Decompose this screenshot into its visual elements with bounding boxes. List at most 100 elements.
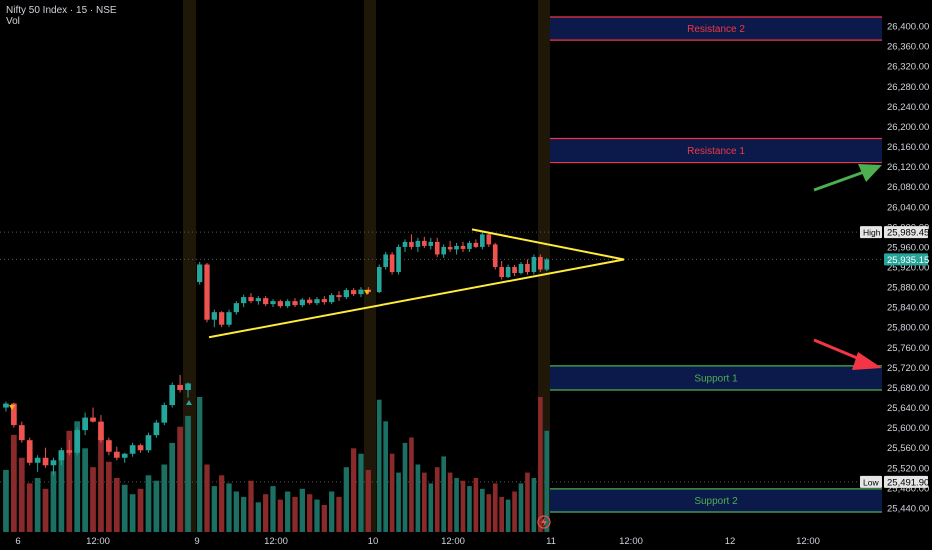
candle-body (58, 450, 65, 461)
volume-bar (248, 480, 254, 532)
candle-body (512, 267, 517, 274)
triangle-upper-line (471, 228, 625, 261)
candle-body (499, 267, 504, 278)
price-tick-label: 25,800.00 (887, 323, 929, 334)
candle-body (329, 295, 335, 303)
candle-body (129, 445, 136, 454)
candle-body (525, 263, 530, 273)
price-tick-label: 25,760.00 (887, 343, 929, 354)
candle-body (460, 245, 466, 249)
time-tick-label: 12:00 (264, 536, 288, 547)
candle-body (505, 267, 511, 278)
volume-bar (42, 488, 49, 532)
volume-bar (74, 421, 81, 532)
volume-bar (376, 399, 382, 532)
volume-bar (473, 478, 479, 532)
price-marker-badge (884, 226, 928, 239)
volume-bar (434, 467, 440, 532)
volume-bar (233, 491, 239, 532)
volume-bar (90, 467, 96, 532)
down-arrow-head (852, 352, 882, 370)
time-tick-label: 6 (15, 536, 20, 547)
candle-body (314, 299, 320, 304)
volume-bar (383, 421, 388, 532)
candle-body (343, 290, 349, 298)
volume-bar (270, 486, 276, 532)
candle-body (492, 244, 498, 267)
candle-body (447, 246, 453, 250)
price-tick-label: 26,200.00 (887, 122, 929, 133)
price-tick-label: 25,560.00 (887, 443, 929, 454)
volume-bar (351, 448, 357, 532)
candle-body (376, 267, 382, 293)
zone-support (550, 488, 882, 512)
candle-body (185, 383, 191, 390)
volume-bar (467, 486, 472, 532)
candle-body (285, 301, 291, 307)
price-tick-label: 26,240.00 (887, 102, 929, 113)
volume-bar (177, 426, 183, 532)
volume-bar (396, 472, 401, 532)
symbol-title[interactable]: Nifty 50 Index · 15 · NSE (6, 5, 117, 16)
volume-bar (169, 442, 176, 532)
zone-support (550, 365, 882, 390)
candle-body (82, 417, 88, 431)
candle-body (113, 451, 120, 458)
candle-body (544, 259, 550, 270)
volume-bar (531, 478, 537, 532)
down-arrow-shaft (813, 338, 863, 362)
volume-bar (113, 478, 120, 532)
candle-body (34, 457, 41, 463)
candle-body (145, 435, 152, 451)
price-tick-label: 26,360.00 (887, 42, 929, 53)
price-marker-value: 25,491.90 (887, 477, 929, 488)
volume-bar (211, 486, 217, 532)
candle-body (121, 453, 128, 458)
time-tick-label: 12:00 (86, 536, 110, 547)
volume-bar (336, 496, 342, 532)
candle-body (233, 303, 239, 313)
volume-bar (492, 483, 498, 532)
volume-bar (512, 491, 517, 532)
lightning-icon (541, 517, 547, 527)
volume-bar (292, 496, 298, 532)
price-tick-label: 25,600.00 (887, 423, 929, 434)
volume-bar (402, 442, 408, 532)
volume-bar (66, 430, 73, 532)
volume-bar (277, 499, 283, 532)
price-tick-label: 25,520.00 (887, 463, 929, 474)
volume-bar (263, 494, 269, 532)
candle-body (177, 384, 183, 390)
candle-body (18, 425, 25, 441)
alert-icon (537, 515, 551, 529)
volume-bar (321, 505, 327, 532)
volume-bar (121, 484, 128, 532)
volume-bar (153, 480, 160, 532)
volume-bar (428, 483, 434, 532)
time-tick-label: 12 (725, 536, 736, 547)
candle-body (204, 264, 210, 320)
time-tick-label: 9 (194, 536, 199, 547)
volume-bar (82, 448, 88, 532)
volume-bar (34, 478, 41, 532)
candle-body (518, 263, 524, 274)
volume-bar (447, 472, 453, 532)
candle-body (538, 256, 543, 270)
price-tick-label: 26,040.00 (887, 202, 929, 213)
candle-body (98, 421, 104, 441)
candle-body (241, 297, 247, 304)
session-marker (9, 405, 15, 410)
volume-bar (358, 453, 364, 532)
candle-body (3, 403, 9, 408)
volume-bar (226, 483, 232, 532)
candle-body (389, 254, 395, 273)
chart-header: Nifty 50 Index · 15 · NSE Vol (6, 5, 117, 27)
candle-body (467, 242, 472, 249)
volume-bar (106, 461, 112, 532)
candle-body (226, 312, 232, 325)
candle-body (473, 242, 479, 247)
up-arrow-head (858, 164, 882, 182)
volume-bar (454, 478, 459, 532)
